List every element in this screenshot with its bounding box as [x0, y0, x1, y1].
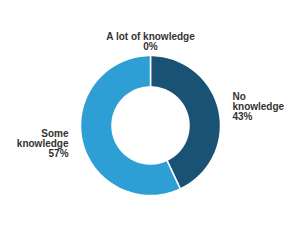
svg-text:A lot of knowledge0%: A lot of knowledge0%: [106, 31, 195, 52]
svg-text:Noknowledge43%: Noknowledge43%: [232, 91, 284, 122]
svg-text:Someknowledge57%: Someknowledge57%: [17, 128, 69, 159]
